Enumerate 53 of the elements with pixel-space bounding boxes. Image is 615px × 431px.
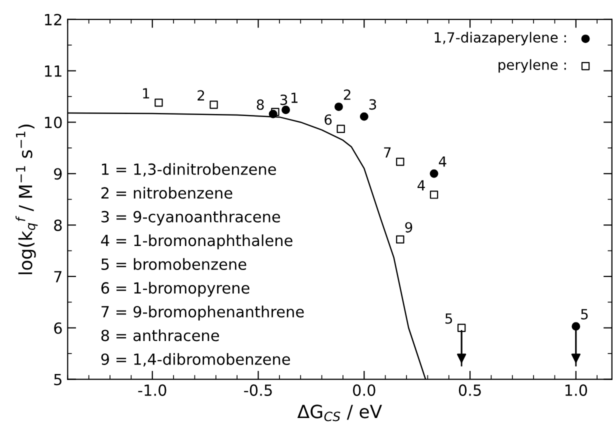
annotation: 2 xyxy=(344,89,350,100)
point xyxy=(396,158,404,166)
annotation: 7 = 9-bromophenanthrene xyxy=(102,306,304,320)
y-tick-label: 9 xyxy=(54,168,62,180)
annotation: 7 xyxy=(384,147,391,158)
annotation: 5 = bromobenzene xyxy=(101,258,246,270)
annotation: 5 xyxy=(445,313,452,324)
point xyxy=(268,110,278,118)
annotation: 6 xyxy=(324,114,332,125)
annotation: 2 = nitrobenzene xyxy=(101,186,232,199)
annotation: 6 = 1-bromopyrene xyxy=(101,282,250,297)
x-tick-label: 0.5 xyxy=(458,384,481,396)
point xyxy=(336,124,345,133)
legend-label: perylene : xyxy=(498,59,566,73)
y-tick-label: 7 xyxy=(54,271,62,282)
point xyxy=(396,235,404,244)
annotation: 4 = 1-bromonaphthalene xyxy=(101,234,292,250)
point xyxy=(282,106,290,114)
annotation: 8 = anthracene xyxy=(101,329,219,342)
annotation: 8 xyxy=(256,99,264,110)
annotation: 9 xyxy=(405,222,412,233)
point xyxy=(154,98,163,107)
point xyxy=(430,190,438,199)
point xyxy=(360,112,368,121)
annotation: 2 xyxy=(198,90,204,100)
annotation: 1 xyxy=(143,88,150,98)
y-tick-label: 11 xyxy=(45,65,62,77)
x-tick-label: -0.5 xyxy=(244,384,272,396)
x-axis-title: ΔG$_{CS}$ / eV xyxy=(297,404,382,422)
annotation: 3 xyxy=(369,99,376,110)
x-tick-label: -1.0 xyxy=(138,384,166,396)
annotation: 4 xyxy=(418,180,425,190)
point xyxy=(430,169,438,178)
point xyxy=(457,324,466,332)
annotation: 3 xyxy=(280,94,288,106)
annotation: 1 = 1,3-dinitrobenzene xyxy=(102,163,276,177)
annotation: 3 = 9-cyanoanthracene xyxy=(101,210,280,226)
legend-label: 1,7-diazaperylene : xyxy=(434,32,566,46)
annotation: 4 xyxy=(438,156,446,167)
y-tick-label: 8 xyxy=(54,220,62,232)
y-tick-label: 10 xyxy=(45,116,62,128)
x-tick-label: 1.0 xyxy=(565,384,588,396)
point xyxy=(210,100,218,109)
point xyxy=(334,102,343,112)
annotation: 5 xyxy=(581,309,588,320)
annotation: 9 = 1,4-dibromobenzene xyxy=(101,353,290,367)
annotation: 1 xyxy=(291,92,298,103)
x-tick-label: 0.0 xyxy=(353,384,376,396)
y-tick-label: 6 xyxy=(54,322,62,334)
point xyxy=(572,322,580,331)
y-tick-label: 5 xyxy=(54,374,62,386)
y-tick-label: 12 xyxy=(45,14,62,26)
y-axis-title: log(k$_{q}$$^{f}$ / M$^{−1}$ s$^{−1}$) xyxy=(16,124,38,274)
